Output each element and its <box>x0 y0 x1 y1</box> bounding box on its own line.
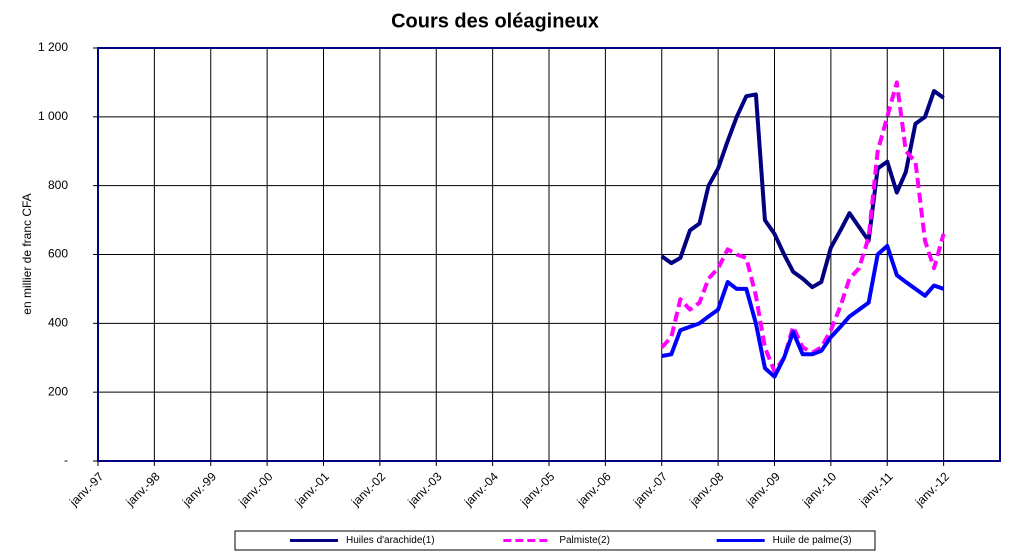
x-tick-label: janv.-05 <box>517 469 557 509</box>
y-tick-label: 1 200 <box>38 40 68 54</box>
y-tick-label: 800 <box>48 178 68 192</box>
data-line <box>660 80 946 374</box>
data-line <box>660 89 945 290</box>
x-tick-label: janv.-12 <box>912 469 952 509</box>
x-tick-label: janv.-03 <box>404 469 444 509</box>
x-tick-label: janv.-06 <box>574 469 614 509</box>
y-axis-label: en millier de franc CFA <box>20 193 34 314</box>
y-tick-label: 600 <box>48 247 68 261</box>
x-tick-label: janv.-97 <box>66 469 106 509</box>
y-tick-label: 200 <box>48 384 68 398</box>
legend-label: Huiles d'arachide(1) <box>346 535 435 546</box>
x-tick-label: janv.-07 <box>630 469 670 509</box>
y-tick-label: 400 <box>48 316 68 330</box>
x-tick-label: janv.-01 <box>292 469 332 509</box>
y-tick-label: - <box>64 453 68 467</box>
legend-label: Palmiste(2) <box>559 535 610 546</box>
legend-box <box>234 530 876 551</box>
x-tick-label: janv.-02 <box>348 469 388 509</box>
legend-label: Huile de palme(3) <box>773 535 852 546</box>
x-tick-label: janv.-99 <box>179 469 219 509</box>
x-tick-label: janv.-09 <box>743 469 783 509</box>
data-line <box>661 243 945 379</box>
x-tick-label: janv.-10 <box>799 469 839 509</box>
x-tick-label: janv.-00 <box>235 469 275 509</box>
x-tick-label: janv.-08 <box>686 469 726 509</box>
x-tick-label: janv.-98 <box>123 469 163 509</box>
y-tick-label: 1 000 <box>38 109 68 123</box>
x-tick-label: janv.-04 <box>461 469 501 509</box>
x-tick-label: janv.-11 <box>856 469 896 509</box>
plot-frame <box>97 47 1001 462</box>
chart-title: Cours des oléagineux <box>391 10 599 32</box>
